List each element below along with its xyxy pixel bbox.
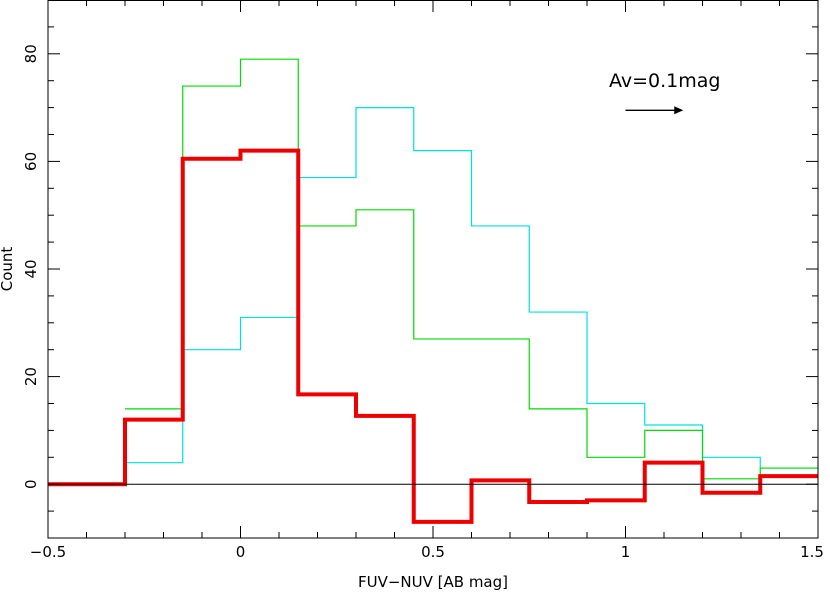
x-tick-label: −0.5 [30, 543, 66, 561]
histogram-series-2 [125, 58, 818, 480]
x-tick-label: 0.5 [421, 543, 445, 561]
y-tick-label: 20 [22, 367, 40, 386]
x-tick-label: 0 [236, 543, 246, 561]
x-tick-labels: −0.5 0 0.5 1 1.5 [30, 543, 824, 561]
extinction-arrowhead [674, 106, 684, 115]
y-tick-labels: 0 20 40 60 80 [22, 44, 40, 489]
extinction-annotation: Av=0.1mag [609, 70, 720, 92]
y-tick-label: 40 [22, 259, 40, 278]
histogram-series-1 [125, 107, 818, 469]
x-axis-title: FUV−NUV [AB mag] [358, 573, 508, 591]
y-axis-title: Count [0, 247, 16, 292]
y-tick-label: 0 [22, 479, 40, 489]
y-tick-label: 80 [22, 44, 40, 63]
x-tick-label: 1 [621, 543, 631, 561]
y-tick-label: 60 [22, 152, 40, 171]
histogram-series-3 [48, 148, 818, 524]
plot-series [48, 58, 818, 524]
x-tick-label: 1.5 [800, 543, 824, 561]
axis-ticks [47, 0, 819, 539]
